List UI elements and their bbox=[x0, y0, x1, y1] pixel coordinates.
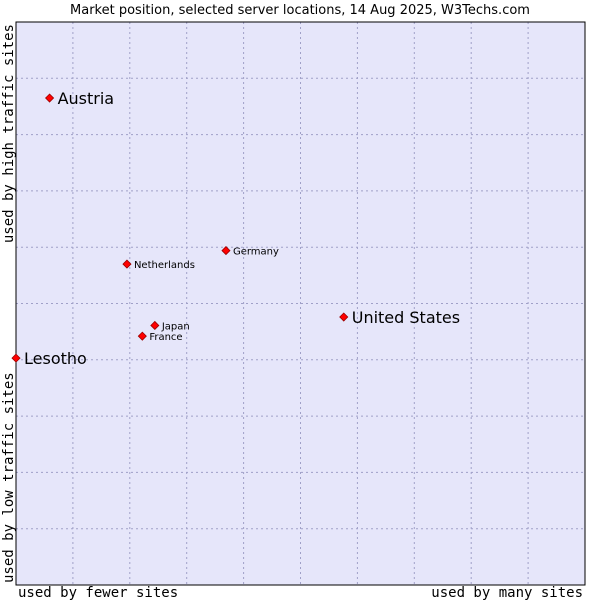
point-marker-japan bbox=[150, 320, 160, 331]
point-marker-netherlands bbox=[122, 259, 132, 269]
point-label-germany: Germany bbox=[233, 247, 279, 258]
point-label-united-states: United States bbox=[352, 308, 460, 327]
point-label-austria: Austria bbox=[58, 89, 115, 108]
plot-frame bbox=[15, 21, 586, 586]
y-axis-label-low: used by low traffic sites bbox=[1, 372, 17, 583]
point-label-lesotho: Lesotho bbox=[24, 349, 87, 368]
point-label-france: France bbox=[149, 332, 182, 343]
point-marker-france bbox=[137, 331, 147, 341]
x-axis-label-high: used by many sites bbox=[431, 585, 583, 600]
y-axis-label-high: used by high traffic sites bbox=[1, 24, 17, 243]
point-marker-lesotho bbox=[11, 353, 21, 363]
chart-title: Market position, selected server locatio… bbox=[70, 3, 530, 18]
data-points: Austria Germany Netherlands United States Ja… bbox=[11, 89, 460, 368]
point-marker-austria bbox=[45, 93, 55, 103]
point-marker-germany bbox=[221, 246, 231, 256]
point-label-japan: Japan bbox=[161, 321, 190, 332]
point-marker-united-states bbox=[339, 312, 349, 322]
point-label-netherlands: Netherlands bbox=[134, 260, 195, 271]
x-axis-label-low: used by fewer sites bbox=[18, 585, 178, 600]
grid-lines bbox=[16, 22, 585, 585]
